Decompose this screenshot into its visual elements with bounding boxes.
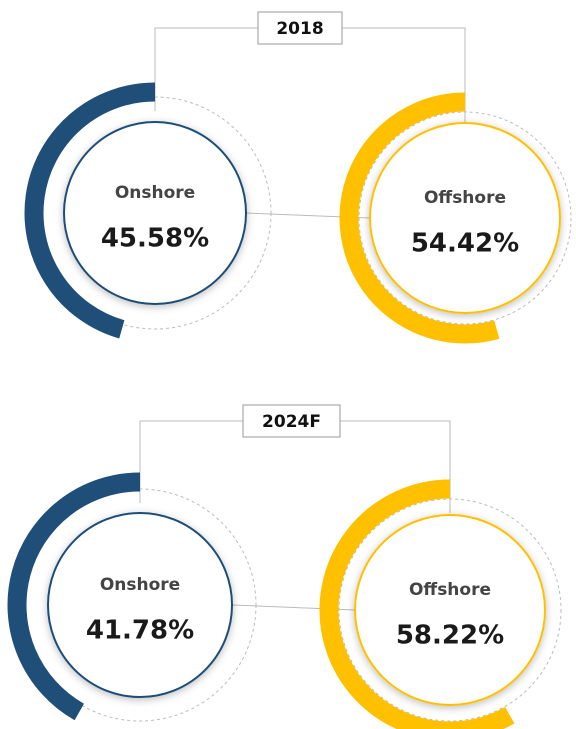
dashed-ring xyxy=(358,111,572,325)
year-box xyxy=(242,404,341,438)
inner-circle xyxy=(354,514,546,706)
category-label: Offshore xyxy=(424,188,506,208)
value-label: 54.42% xyxy=(411,229,519,259)
progress-arc xyxy=(319,479,515,729)
connector xyxy=(139,420,243,503)
category-label: Onshore xyxy=(100,575,180,595)
category-label: Offshore xyxy=(409,580,491,600)
year-box xyxy=(257,11,343,45)
progress-arc xyxy=(24,82,156,339)
value-label: 41.78% xyxy=(86,616,194,646)
category-label: Onshore xyxy=(115,183,195,203)
inner-circle xyxy=(63,121,247,305)
value-label: 58.22% xyxy=(396,621,504,651)
inner-circle xyxy=(369,122,561,314)
dashed-ring xyxy=(338,498,562,722)
connector xyxy=(154,27,258,111)
progress-arc xyxy=(339,92,500,344)
progress-arc xyxy=(7,472,141,721)
year-label: 2018 xyxy=(276,19,323,39)
year-label: 2024F xyxy=(262,412,321,432)
inner-circle xyxy=(47,512,233,698)
value-label: 45.58% xyxy=(101,224,209,254)
